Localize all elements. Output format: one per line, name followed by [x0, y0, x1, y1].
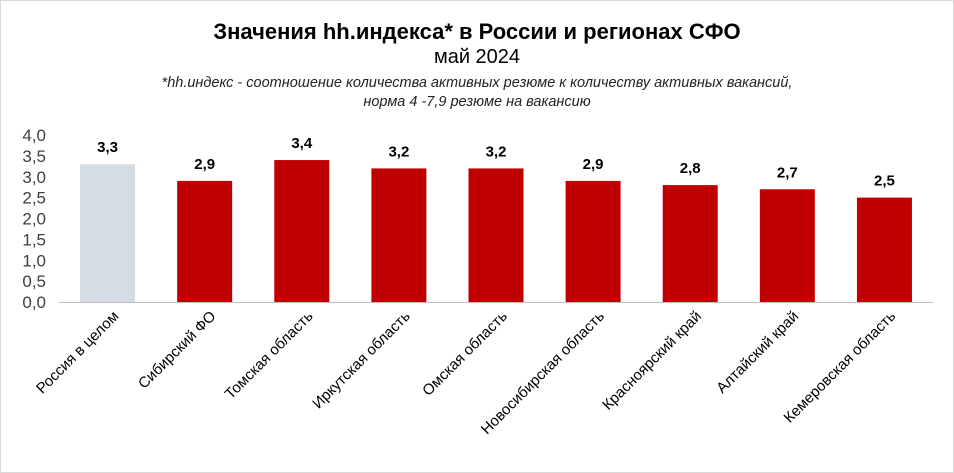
x-tick-label: Красноярский край	[599, 308, 705, 414]
data-label: 2,5	[874, 173, 895, 190]
y-tick-label: 3,0	[22, 168, 46, 187]
y-tick-label: 4,0	[22, 126, 46, 145]
note-line-1: *hh.индекс - соотношение количества акти…	[161, 75, 793, 91]
data-label: 2,7	[777, 164, 798, 181]
data-label: 3,2	[486, 143, 507, 160]
x-tick-label: Иркутская область	[309, 308, 414, 413]
data-label: 3,4	[291, 135, 313, 152]
bar	[662, 185, 718, 302]
y-tick-label: 1,5	[22, 230, 46, 249]
x-tick-label: Россия в целом	[33, 308, 122, 397]
bar	[80, 164, 136, 302]
x-tick-label: Алтайский край	[713, 308, 802, 397]
chart-note: *hh.индекс - соотношение количества акти…	[1, 74, 953, 112]
bar	[759, 189, 815, 302]
bar	[371, 168, 427, 302]
y-tick-label: 2,5	[22, 189, 46, 208]
x-tick-label: Томская область	[222, 308, 317, 403]
data-label: 2,9	[194, 156, 215, 173]
y-tick-label: 0,5	[22, 272, 46, 291]
y-tick-label: 1,0	[22, 251, 46, 270]
bar	[565, 180, 621, 302]
y-tick-label: 3,5	[22, 147, 46, 166]
note-line-2: норма 4 -7,9 резюме на вакансию	[363, 94, 591, 110]
bar	[177, 180, 233, 302]
data-label: 3,3	[97, 139, 118, 156]
bar	[274, 160, 330, 302]
y-tick-label: 2,0	[22, 210, 46, 229]
chart-subtitle: май 2024	[433, 46, 521, 68]
bar	[468, 168, 524, 302]
x-tick-label: Сибирский ФО	[135, 308, 220, 393]
data-label: 2,8	[680, 160, 701, 177]
data-label: 2,9	[583, 156, 604, 173]
data-label: 3,2	[388, 143, 409, 160]
y-tick-label: 0,0	[22, 293, 46, 312]
x-tick-label: Омская область	[419, 308, 511, 400]
x-tick-label: Кемеровская область	[781, 308, 900, 427]
chart-title: Значения hh.индекса* в России и регионах…	[213, 19, 741, 44]
bar	[856, 197, 912, 302]
